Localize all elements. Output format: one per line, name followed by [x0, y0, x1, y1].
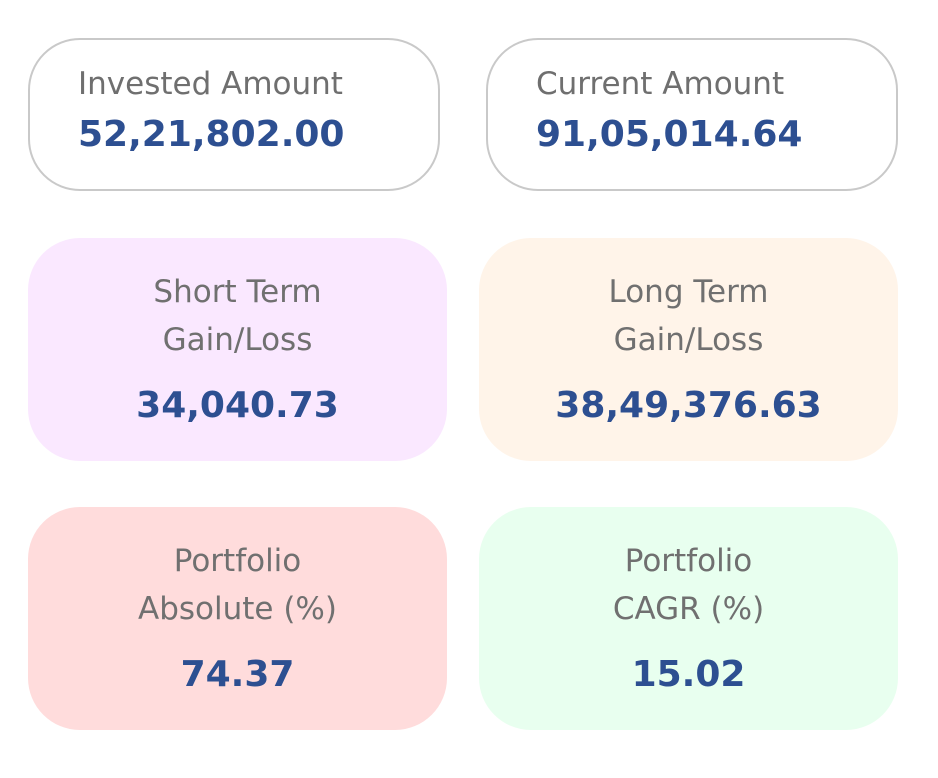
current-amount-label: Current Amount: [536, 66, 785, 102]
portfolio-absolute-label-line1: Portfolio: [173, 543, 302, 579]
long-term-gain-loss-card: Long Term Gain/Loss 38,49,376.63: [479, 238, 898, 461]
long-term-value: 38,49,376.63: [555, 385, 822, 426]
portfolio-cagr-value: 15.02: [631, 654, 746, 695]
portfolio-absolute-card: Portfolio Absolute (%) 74.37: [28, 507, 447, 730]
long-term-content: Long Term Gain/Loss 38,49,376.63: [479, 268, 898, 428]
current-amount-card: Current Amount 91,05,014.64: [486, 38, 898, 191]
portfolio-absolute-value: 74.37: [180, 654, 295, 695]
portfolio-cagr-content: Portfolio CAGR (%) 15.02: [479, 537, 898, 697]
long-term-label-line2: Gain/Loss: [613, 322, 764, 358]
short-term-gain-loss-card: Short Term Gain/Loss 34,040.73: [28, 238, 447, 461]
portfolio-cagr-label-line1: Portfolio: [624, 543, 753, 579]
invested-amount-label: Invested Amount: [78, 66, 343, 102]
invested-amount-card: Invested Amount 52,21,802.00: [28, 38, 440, 191]
long-term-label-line1: Long Term: [608, 274, 769, 310]
short-term-content: Short Term Gain/Loss 34,040.73: [28, 268, 447, 428]
portfolio-absolute-label-line2: Absolute (%): [138, 591, 337, 627]
short-term-value: 34,040.73: [136, 385, 339, 426]
short-term-label-line2: Gain/Loss: [162, 322, 313, 358]
portfolio-cagr-card: Portfolio CAGR (%) 15.02: [479, 507, 898, 730]
short-term-label-line1: Short Term: [153, 274, 322, 310]
portfolio-absolute-content: Portfolio Absolute (%) 74.37: [28, 537, 447, 697]
invested-amount-value: 52,21,802.00: [78, 114, 345, 155]
portfolio-cagr-label-line2: CAGR (%): [612, 591, 765, 627]
current-amount-value: 91,05,014.64: [536, 114, 803, 155]
